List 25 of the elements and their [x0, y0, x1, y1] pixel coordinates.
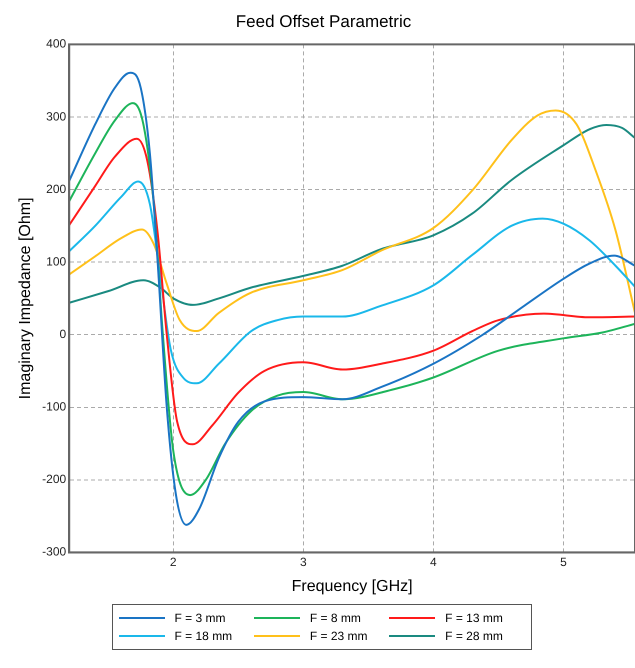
legend-label: F = 8 mm	[310, 611, 361, 625]
legend-label: F = 23 mm	[310, 629, 368, 643]
y-tick-label: -200	[42, 472, 67, 486]
line-series	[69, 109, 635, 332]
x-tick-label: 5	[560, 554, 568, 569]
y-tick-label: 100	[46, 254, 67, 268]
legend-label: F = 28 mm	[445, 629, 503, 643]
y-tick-label: 200	[46, 182, 67, 196]
x-tick-label: 3	[300, 554, 307, 569]
legend-label: F = 3 mm	[174, 611, 226, 625]
x-tick-label: 4	[430, 554, 438, 569]
legend-label: F = 18 mm	[174, 629, 232, 643]
y-tick-label: -100	[42, 400, 67, 414]
y-tick-label: 400	[46, 36, 67, 51]
line-series	[69, 124, 635, 306]
line-series	[69, 180, 635, 384]
y-axis-title: Imaginary Impedance [Ohm]	[17, 197, 34, 400]
y-tick-label: 300	[46, 109, 67, 124]
chart-title: Feed Offset Parametric	[236, 12, 412, 31]
line-series	[69, 138, 635, 446]
x-axis-title: Frequency [GHz]	[292, 578, 413, 595]
legend-label: F = 13 mm	[445, 611, 503, 625]
x-tick-label: 2	[170, 554, 177, 569]
y-tick-label: 0	[60, 327, 67, 341]
y-tick-label: -300	[42, 544, 67, 559]
